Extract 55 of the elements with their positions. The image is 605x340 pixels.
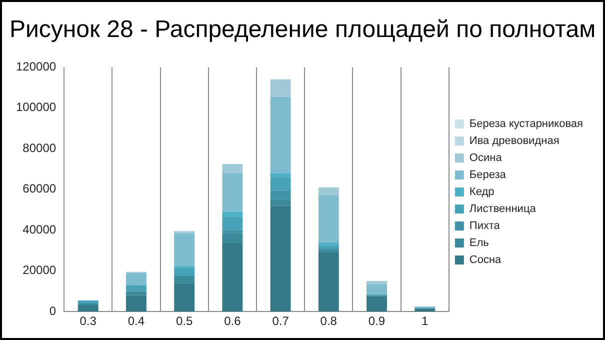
bar bbox=[126, 285, 146, 292]
bar bbox=[78, 300, 98, 304]
bar bbox=[366, 281, 387, 284]
bar bbox=[222, 242, 243, 312]
bar bbox=[222, 164, 243, 174]
legend-label: Ива древовидная bbox=[469, 135, 560, 148]
x-tick-label: 0.8 bbox=[320, 314, 338, 328]
bar bbox=[270, 177, 291, 190]
bar bbox=[222, 233, 243, 242]
bar bbox=[270, 206, 291, 312]
legend-label: Береза bbox=[469, 169, 507, 182]
bar bbox=[78, 305, 98, 312]
x-tick-label: 0.7 bbox=[272, 314, 290, 328]
x-tick-label: 0.5 bbox=[176, 314, 193, 328]
legend-label: Ель bbox=[469, 237, 490, 250]
y-tick-label: 20000 bbox=[22, 263, 56, 278]
chart-title: Рисунок 28 - Распределение площадей по полнотам bbox=[8, 16, 597, 45]
y-tick-label: 40000 bbox=[22, 222, 56, 236]
legend-label: Лиственница bbox=[469, 203, 537, 216]
bar bbox=[270, 79, 291, 97]
bar bbox=[414, 308, 436, 312]
bar bbox=[174, 268, 195, 276]
x-tick-label: 0.4 bbox=[128, 314, 145, 328]
legend-label: Береза кустарниковая bbox=[469, 118, 584, 130]
y-tick-label: 120000 bbox=[16, 60, 56, 74]
bar bbox=[366, 296, 387, 312]
legend-label: Кедр bbox=[469, 186, 494, 198]
bar bbox=[366, 284, 387, 294]
legend-label: Пихта bbox=[469, 220, 501, 232]
x-tick-label: 1 bbox=[422, 314, 429, 328]
x-tick-label: 0.6 bbox=[224, 314, 242, 328]
x-tick-label: 0.3 bbox=[80, 314, 97, 328]
legend-label: Осина bbox=[469, 152, 503, 164]
bar bbox=[126, 272, 146, 286]
bar bbox=[318, 187, 339, 196]
bar bbox=[174, 276, 195, 284]
y-tick-label: 80000 bbox=[22, 140, 56, 155]
bar bbox=[126, 295, 146, 312]
bar bbox=[222, 173, 243, 212]
bar bbox=[318, 252, 339, 312]
bar bbox=[222, 216, 243, 230]
y-tick-label: 0 bbox=[49, 304, 56, 318]
bar bbox=[318, 196, 339, 242]
y-tick-label: 100000 bbox=[16, 100, 56, 114]
bar bbox=[174, 283, 195, 312]
y-tick-label: 60000 bbox=[22, 182, 56, 196]
legend-label: Сосна bbox=[469, 254, 502, 266]
bar bbox=[270, 173, 291, 178]
bar bbox=[126, 291, 146, 296]
bar bbox=[174, 233, 195, 266]
bar bbox=[318, 245, 339, 248]
bar bbox=[270, 96, 291, 174]
x-tick-label: 0.9 bbox=[368, 314, 386, 328]
bar bbox=[222, 212, 243, 217]
bar bbox=[318, 242, 339, 246]
